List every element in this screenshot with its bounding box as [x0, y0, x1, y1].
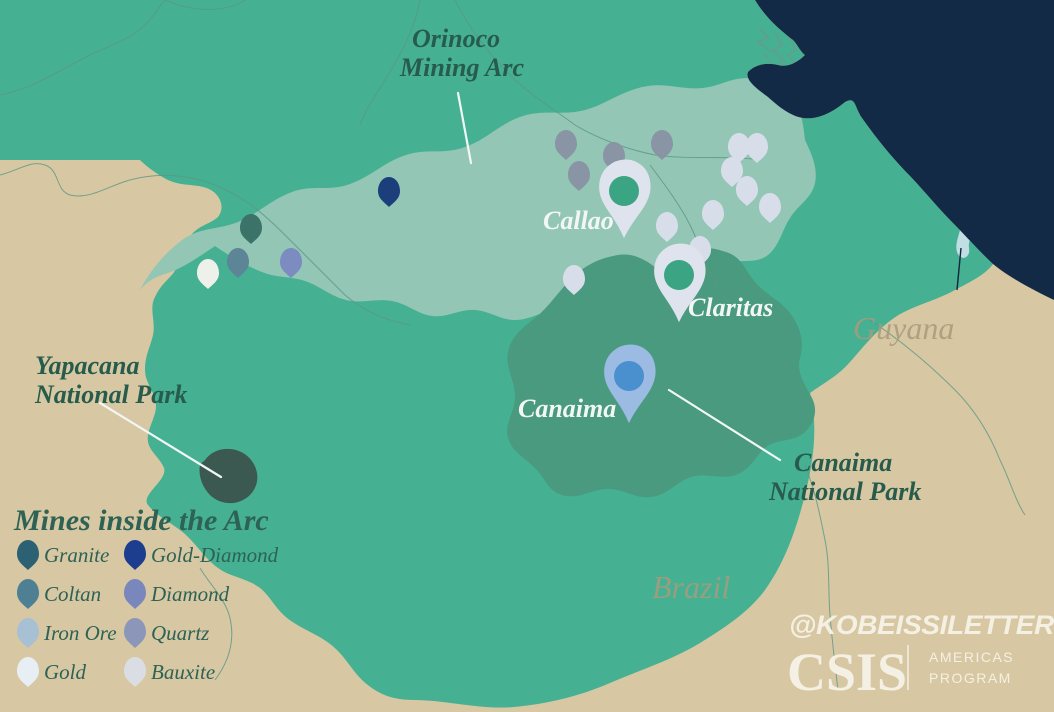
svg-text:Iron Ore: Iron Ore — [43, 621, 117, 645]
svg-text:PROGRAM: PROGRAM — [929, 670, 1012, 686]
svg-text:Quartz: Quartz — [151, 621, 209, 645]
svg-text:@KOBEISSILETTER: @KOBEISSILETTER — [789, 610, 1054, 640]
svg-text:Canaima: Canaima — [518, 394, 616, 423]
svg-text:Granite: Granite — [44, 543, 109, 567]
svg-text:Mining Arc: Mining Arc — [399, 53, 524, 82]
svg-text:National Park: National Park — [34, 380, 187, 409]
svg-text:Diamond: Diamond — [150, 582, 230, 606]
svg-text:Guyana: Guyana — [853, 310, 954, 346]
svg-text:Coltan: Coltan — [44, 582, 101, 606]
svg-text:Callao: Callao — [543, 206, 614, 235]
svg-text:Claritas: Claritas — [688, 293, 773, 322]
svg-text:Yapacana: Yapacana — [35, 351, 140, 380]
svg-text:CSIS: CSIS — [787, 642, 907, 702]
svg-text:Canaima: Canaima — [794, 448, 892, 477]
svg-text:Gold: Gold — [44, 660, 87, 684]
svg-text:Bauxite: Bauxite — [151, 660, 215, 684]
svg-text:Brazil: Brazil — [652, 569, 730, 605]
svg-text:Orinoco: Orinoco — [412, 24, 500, 53]
svg-text:National Park: National Park — [768, 477, 921, 506]
svg-text:AMERICAS: AMERICAS — [929, 649, 1014, 665]
svg-text:Mines inside the Arc: Mines inside the Arc — [13, 504, 269, 537]
svg-text:Gold-Diamond: Gold-Diamond — [151, 543, 279, 567]
